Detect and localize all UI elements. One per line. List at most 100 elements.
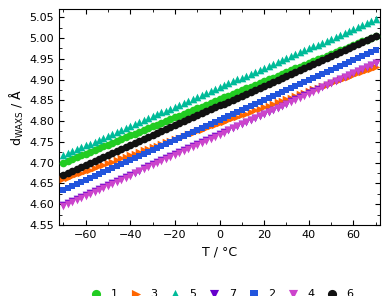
- 5: [283, 56, 290, 60]
- 4: [279, 104, 285, 108]
- Legend: 1, 3, 5, 7, 2, 4, 6: 1, 3, 5, 7, 2, 4, 6: [81, 284, 358, 296]
- 2: [355, 56, 361, 61]
- 6: [328, 53, 334, 58]
- 7: [234, 123, 241, 128]
- 4: [350, 71, 357, 75]
- 4: [306, 91, 312, 96]
- 6: [364, 38, 370, 42]
- 1: [118, 137, 124, 141]
- 4: [194, 142, 200, 147]
- 4: [136, 169, 142, 174]
- 7: [319, 85, 325, 90]
- 1: [154, 122, 160, 127]
- 4: [158, 159, 165, 164]
- 4: [364, 65, 370, 69]
- 6: [216, 103, 223, 108]
- 2: [221, 116, 227, 120]
- 5: [341, 30, 348, 35]
- 2: [283, 88, 290, 93]
- 1: [74, 155, 80, 160]
- 1: [78, 153, 84, 158]
- 3: [270, 102, 276, 106]
- 3: [252, 108, 258, 113]
- 3: [91, 166, 98, 170]
- 1: [127, 133, 133, 138]
- 1: [230, 91, 236, 96]
- 4: [341, 75, 348, 80]
- 7: [203, 138, 209, 142]
- 5: [149, 114, 156, 119]
- 3: [118, 156, 124, 161]
- 2: [194, 128, 200, 132]
- 6: [279, 75, 285, 80]
- 3: [190, 131, 196, 135]
- 7: [105, 182, 111, 187]
- 5: [65, 151, 71, 156]
- 5: [203, 91, 209, 95]
- 7: [350, 71, 357, 75]
- 3: [198, 127, 205, 132]
- 5: [163, 108, 169, 113]
- 6: [332, 52, 339, 56]
- 6: [123, 145, 129, 149]
- 6: [341, 47, 348, 52]
- 4: [368, 62, 374, 67]
- 5: [118, 128, 124, 132]
- 1: [297, 64, 303, 69]
- 3: [315, 86, 321, 90]
- 2: [203, 124, 209, 128]
- 4: [172, 153, 178, 157]
- 7: [185, 146, 191, 151]
- 5: [239, 75, 245, 80]
- 2: [373, 48, 379, 53]
- 1: [136, 129, 142, 134]
- 5: [74, 147, 80, 152]
- 3: [140, 148, 147, 153]
- 7: [172, 152, 178, 157]
- 5: [332, 34, 339, 39]
- 5: [301, 48, 307, 53]
- 1: [114, 139, 120, 143]
- 6: [69, 169, 75, 173]
- 1: [190, 108, 196, 112]
- 5: [350, 27, 357, 31]
- 3: [297, 92, 303, 97]
- 6: [256, 85, 263, 90]
- 1: [145, 126, 151, 131]
- 4: [198, 140, 205, 145]
- 4: [78, 196, 84, 200]
- 5: [87, 141, 93, 146]
- 5: [123, 126, 129, 130]
- 7: [87, 190, 93, 195]
- 1: [315, 57, 321, 62]
- 7: [323, 83, 330, 88]
- 2: [243, 106, 249, 110]
- 1: [194, 106, 200, 111]
- 6: [145, 135, 151, 140]
- 4: [87, 192, 93, 196]
- 7: [265, 109, 272, 114]
- 1: [328, 52, 334, 56]
- 7: [74, 197, 80, 201]
- 6: [118, 147, 124, 152]
- 4: [301, 93, 307, 98]
- 1: [248, 84, 254, 89]
- 5: [109, 131, 116, 136]
- 4: [167, 155, 174, 160]
- 5: [140, 118, 147, 123]
- 4: [114, 179, 120, 184]
- 7: [96, 186, 102, 191]
- 5: [154, 112, 160, 117]
- 7: [149, 162, 156, 167]
- 3: [82, 169, 89, 174]
- 4: [234, 124, 241, 129]
- 4: [261, 112, 267, 116]
- 3: [306, 89, 312, 94]
- 5: [315, 42, 321, 47]
- 7: [301, 93, 307, 98]
- 5: [225, 81, 232, 86]
- 1: [292, 66, 299, 71]
- 2: [91, 173, 98, 178]
- 6: [185, 117, 191, 122]
- 4: [252, 116, 258, 120]
